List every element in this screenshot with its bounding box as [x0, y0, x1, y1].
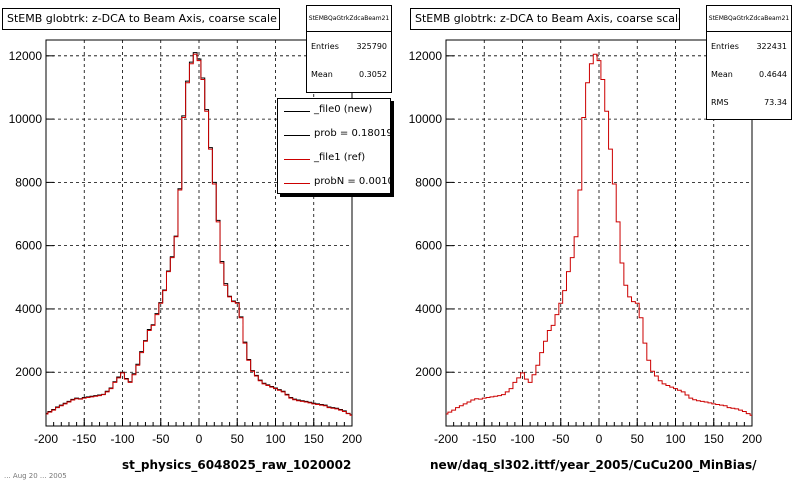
right-stats-box: StEMBQaGtrkZdcaBeam21 Entries 322431 Mea… — [706, 5, 792, 120]
left-title: StEMB globtrk: z-DCA to Beam Axis, coars… — [7, 12, 277, 25]
x-tick-label: -200 — [34, 432, 58, 446]
legend-entry: prob = 0.180192 — [278, 123, 390, 147]
legend-line-marker — [284, 135, 310, 136]
histogram-series-ref-1 — [446, 53, 752, 416]
stats-label: RMS — [711, 97, 729, 107]
stats-value: 325790 — [356, 41, 387, 51]
y-tick-label: 8000 — [415, 175, 442, 189]
left-footer-label: st_physics_6048025_raw_1020002 — [122, 458, 352, 472]
right-stats-name: StEMBQaGtrkZdcaBeam21 — [707, 6, 791, 32]
stats-label: Entries — [711, 41, 739, 51]
cut-off-date-text: ... Aug 20 ... 2005 — [4, 472, 67, 480]
legend-line-marker — [284, 183, 310, 184]
x-tick-label: 200 — [342, 432, 362, 446]
x-tick-label: 50 — [631, 432, 645, 446]
y-tick-label: 4000 — [415, 302, 442, 316]
y-tick-label: 6000 — [415, 239, 442, 253]
histogram-series--file0-new- — [46, 52, 352, 416]
legend-label: _file0 (new) — [314, 104, 373, 115]
x-tick-label: -50 — [552, 432, 570, 446]
left-title-box: StEMB globtrk: z-DCA to Beam Axis, coars… — [2, 8, 280, 30]
left-stats-box: StEMBQaGtrkZdcaBeam21 Entries 325790 Mea… — [306, 5, 392, 93]
legend-label: _file1 (ref) — [314, 152, 366, 163]
legend-entry: _file0 (new) — [278, 99, 390, 123]
stats-label: Entries — [311, 41, 339, 51]
stats-value: 322431 — [756, 41, 787, 51]
x-tick-label: 100 — [265, 432, 285, 446]
x-tick-label: -100 — [510, 432, 534, 446]
y-tick-label: 12000 — [9, 49, 43, 63]
stats-value: 0.3052 — [359, 69, 387, 79]
x-tick-label: -50 — [152, 432, 170, 446]
right-footer-label: new/daq_sl302.ittf/year_2005/CuCu200_Min… — [430, 458, 757, 472]
x-tick-label: -150 — [472, 432, 496, 446]
right-title: StEMB globtrk: z-DCA to Beam Axis, coars… — [415, 12, 680, 25]
legend-line-marker — [284, 111, 310, 112]
right-title-box: StEMB globtrk: z-DCA to Beam Axis, coars… — [410, 8, 680, 30]
legend-label: prob = 0.180192 — [314, 128, 391, 139]
right-stats-row-mean: Mean 0.4644 — [707, 60, 791, 88]
x-tick-label: -100 — [110, 432, 134, 446]
legend-entry: _file1 (ref) — [278, 147, 390, 171]
x-tick-label: 0 — [596, 432, 603, 446]
x-tick-label: 50 — [231, 432, 245, 446]
y-tick-label: 6000 — [15, 239, 42, 253]
y-tick-label: 2000 — [15, 365, 42, 379]
legend-label: probN = 0.00105 — [314, 176, 390, 187]
stats-label: Mean — [311, 69, 333, 79]
y-tick-label: 12000 — [409, 49, 443, 63]
y-tick-label: 8000 — [15, 175, 42, 189]
legend-entry: probN = 0.00105 — [278, 171, 390, 193]
x-tick-label: 200 — [742, 432, 762, 446]
y-tick-label: 10000 — [409, 112, 443, 126]
left-stats-name: StEMBQaGtrkZdcaBeam21 — [307, 6, 391, 32]
y-tick-label: 10000 — [9, 112, 43, 126]
stats-value: 0.4644 — [759, 69, 787, 79]
right-histogram-plot: -200 -150 -100 -50 0 50 100 150 200 2000 4000 6000 8… — [409, 39, 762, 446]
histogram-series--file1-ref- — [46, 53, 352, 416]
left-stats-row-entries: Entries 325790 — [307, 32, 391, 60]
left-stats-row-mean: Mean 0.3052 — [307, 60, 391, 88]
left-legend: _file0 (new) prob = 0.180192 _file1 (ref… — [277, 98, 391, 194]
y-tick-label: 2000 — [415, 365, 442, 379]
right-stats-row-rms: RMS 73.34 — [707, 88, 791, 116]
right-stats-row-entries: Entries 322431 — [707, 32, 791, 60]
x-tick-label: -150 — [72, 432, 96, 446]
x-tick-label: 0 — [196, 432, 203, 446]
legend-line-marker — [284, 159, 310, 160]
stats-value: 73.34 — [764, 97, 787, 107]
y-tick-label: 4000 — [15, 302, 42, 316]
x-tick-label: 100 — [665, 432, 685, 446]
x-tick-label: 150 — [704, 432, 724, 446]
stats-label: Mean — [711, 69, 733, 79]
x-tick-label: 150 — [304, 432, 324, 446]
x-tick-label: -200 — [434, 432, 458, 446]
